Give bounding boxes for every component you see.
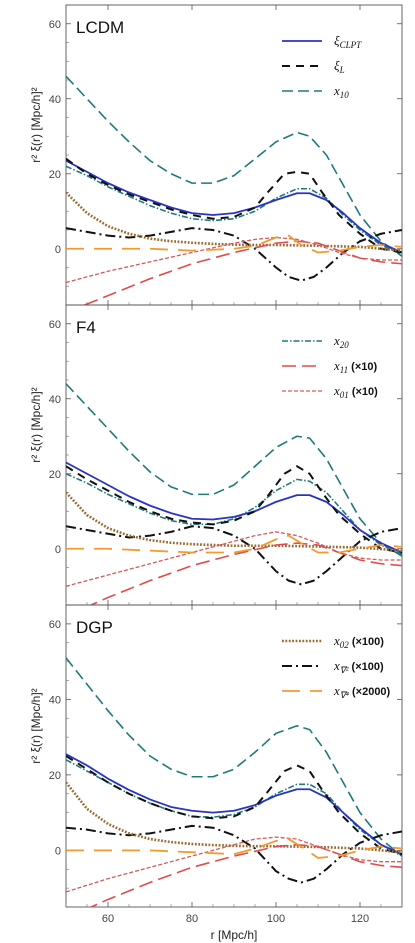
x-tick-label: 80 xyxy=(186,913,198,925)
series-line-xi_L xyxy=(66,465,402,554)
panel-dgp: 0 20 40 60 60 80 100 120 r² ξ(r) [Mpc/h]² r [Mpc/… xyxy=(29,604,403,942)
series-line-x11 xyxy=(89,542,402,605)
legend-label: x11 (×10) xyxy=(333,358,378,375)
series-line-x02 xyxy=(66,191,402,252)
x-tick-label: 60 xyxy=(102,913,114,925)
y-tick-label: 20 xyxy=(49,770,61,782)
series-line-xn4 xyxy=(66,234,402,254)
series-line-x01 xyxy=(66,836,402,893)
legend-label: x∇² (×100) xyxy=(333,658,384,675)
y-tick-label: 0 xyxy=(55,544,61,556)
y-tick-label: 0 xyxy=(55,244,61,256)
series-line-xi_clpt xyxy=(66,461,402,554)
series-line-xn2 xyxy=(66,525,402,586)
y-axis-label: r² ξ(r) [Mpc/h]² xyxy=(29,688,43,763)
legend-label: x10 xyxy=(333,83,349,100)
y-axis-label: r² ξ(r) [Mpc/h]² xyxy=(29,387,43,462)
series-line-x20 xyxy=(66,473,402,556)
y-tick-label: 40 xyxy=(49,694,61,706)
series-group xyxy=(66,383,402,605)
series-line-x10 xyxy=(66,657,402,857)
plot-frame xyxy=(65,4,403,306)
series-line-xi_clpt xyxy=(66,159,402,254)
plot-frame xyxy=(65,604,403,908)
y-tick-label: 60 xyxy=(49,619,61,631)
panel-lcdm: 0 20 40 60 r² ξ(r) [Mpc/h]² LCDM ξCLPT ξL x10 xyxy=(29,4,403,306)
series-line-xi_clpt xyxy=(66,753,402,855)
panel-title: F4 xyxy=(76,318,96,337)
series-line-x10 xyxy=(66,383,402,557)
panel-title: LCDM xyxy=(76,18,124,37)
series-line-x20 xyxy=(66,759,402,857)
legend-label: ξCLPT xyxy=(334,33,362,50)
x-axis-label: r [Mpc/h] xyxy=(211,928,258,942)
series-group xyxy=(66,75,402,305)
legend-label: x∇⁴ (×2000) xyxy=(333,683,391,700)
series-line-xi_L xyxy=(66,157,402,254)
series-line-x02 xyxy=(66,491,402,552)
y-tick-label: 60 xyxy=(49,319,61,331)
legend-label: x01 (×10) xyxy=(333,383,378,400)
series-line-xi_L xyxy=(66,755,402,856)
legend-label: ξL xyxy=(334,58,345,75)
panel-title: DGP xyxy=(76,618,113,637)
series-group xyxy=(66,657,402,907)
series-line-x11 xyxy=(82,240,402,305)
y-tick-label: 0 xyxy=(55,845,61,857)
legend-label: x20 xyxy=(333,333,349,350)
panel-f4: 0 20 40 60 r² ξ(r) [Mpc/h]² F4 x20 x11 (×10) x01… xyxy=(29,304,403,606)
y-axis-label: r² ξ(r) [Mpc/h]² xyxy=(29,87,43,162)
series-line-xn4 xyxy=(66,534,402,554)
series-line-xn4 xyxy=(66,838,402,859)
series-line-x10 xyxy=(66,75,402,257)
y-tick-label: 40 xyxy=(49,394,61,406)
x-tick-label: 100 xyxy=(267,913,285,925)
series-line-x01 xyxy=(66,236,402,284)
y-tick-label: 20 xyxy=(49,169,61,181)
x-tick-label: 120 xyxy=(351,913,369,925)
series-line-x11 xyxy=(89,843,402,907)
y-tick-label: 40 xyxy=(49,94,61,106)
y-tick-label: 20 xyxy=(49,469,61,481)
y-tick-label: 60 xyxy=(49,19,61,31)
series-line-xn2 xyxy=(66,227,402,282)
series-line-x02 xyxy=(66,781,402,854)
series-line-x01 xyxy=(66,531,402,587)
legend-label: x02 (×100) xyxy=(333,633,384,650)
plot-frame xyxy=(65,304,403,606)
series-line-x20 xyxy=(66,165,402,256)
